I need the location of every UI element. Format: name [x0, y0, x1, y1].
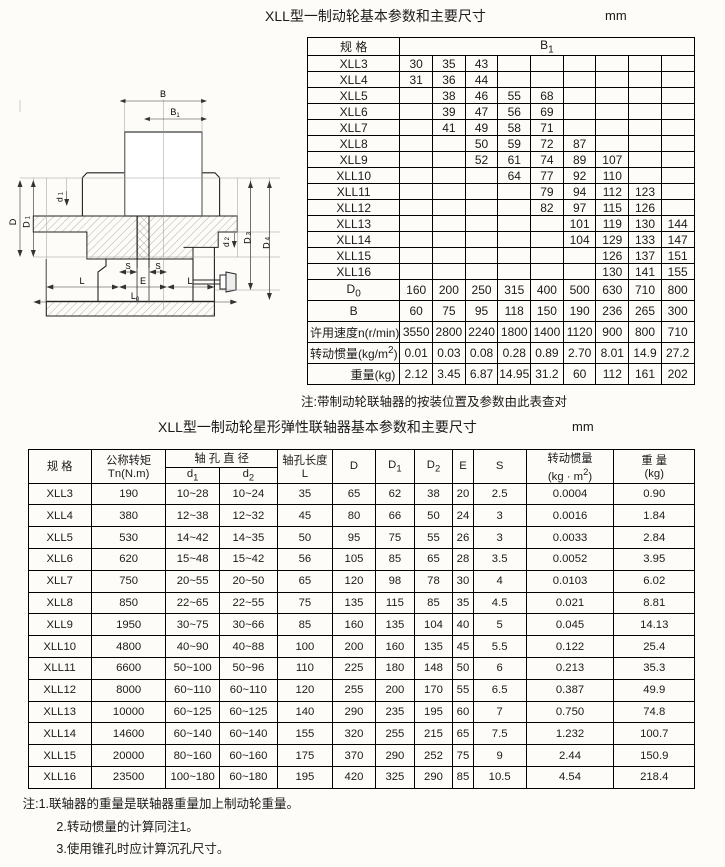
- svg-text:D3: D3: [243, 231, 253, 244]
- svg-text:d1: d1: [55, 191, 65, 202]
- svg-text:S: S: [125, 262, 130, 271]
- svg-text:B1: B1: [170, 107, 180, 119]
- svg-text:E: E: [140, 276, 146, 286]
- svg-text:D4: D4: [261, 236, 271, 249]
- svg-text:D: D: [8, 218, 18, 225]
- svg-text:D1: D1: [21, 215, 31, 228]
- svg-text:B: B: [160, 89, 166, 99]
- svg-text:L: L: [187, 276, 192, 286]
- svg-text:L: L: [79, 276, 84, 286]
- svg-text:S: S: [155, 262, 160, 271]
- svg-text:d2: d2: [221, 236, 231, 247]
